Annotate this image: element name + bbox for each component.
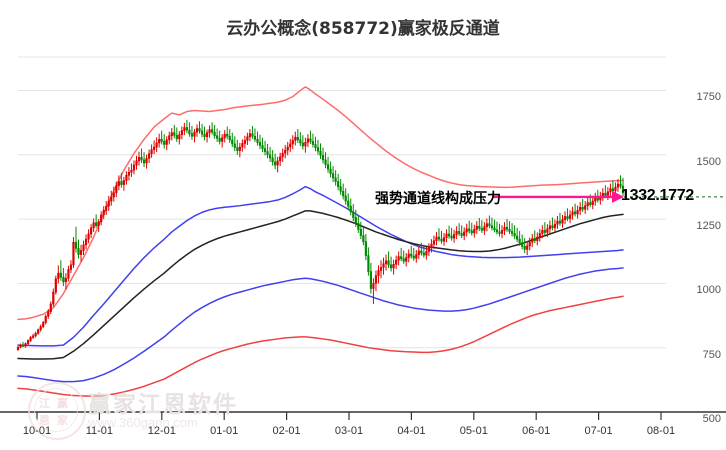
seal-char-3: 家 <box>57 414 68 427</box>
y-tick-label: 1500 <box>696 155 721 168</box>
x-tick-label: 03-01 <box>334 425 364 437</box>
channel-line <box>17 210 624 360</box>
watermark-url: www.360gann.com <box>88 415 198 430</box>
x-tick-label: 02-01 <box>272 425 301 437</box>
channel-line <box>17 86 624 321</box>
x-tick-label: 11-01 <box>85 425 114 437</box>
y-tick-label: 750 <box>702 348 721 361</box>
seal-char-2: 恩 <box>39 414 50 427</box>
x-tick-label: 10-01 <box>22 425 52 437</box>
seal-char-0: 江 <box>39 397 50 410</box>
x-tick-label: 04-01 <box>397 425 426 437</box>
page-title: 云办公概念(858772)赢家极反通道 <box>226 19 500 39</box>
y-tick-label: 1250 <box>696 220 721 233</box>
watermark-seal-icon: 江 赢 恩 家 <box>28 382 86 440</box>
pressure-arrow-icon <box>493 190 624 203</box>
channel-line <box>17 185 624 347</box>
watermark-brand: 赢家江恩软件 <box>88 392 238 418</box>
candlestick-series <box>16 119 625 351</box>
seal-inner-ring <box>34 388 78 432</box>
channel-line <box>17 267 624 383</box>
x-tick-label: 06-01 <box>522 425 551 437</box>
x-tick-label: 12-01 <box>147 425 176 437</box>
current-price-label: 1332.1772 <box>621 186 694 204</box>
y-tick-label: 1750 <box>696 91 721 104</box>
channel-line <box>17 295 624 397</box>
y-tick-label: 1000 <box>696 284 721 297</box>
y-tick-label: 500 <box>702 413 721 425</box>
x-tick-label: 08-01 <box>646 425 676 437</box>
annotation-pressure-label: 强势通道线构成压力 <box>375 190 501 207</box>
x-tick-label: 01-01 <box>210 425 239 437</box>
x-tick-label: 07-01 <box>584 425 613 437</box>
seal-char-1: 赢 <box>57 397 68 410</box>
x-tick-label: 05-01 <box>459 425 488 437</box>
